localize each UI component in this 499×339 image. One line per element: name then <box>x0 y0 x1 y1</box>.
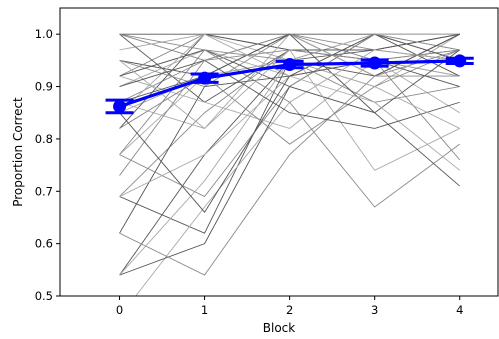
individual-series-line <box>119 59 460 213</box>
individual-series-line <box>119 33 461 187</box>
individual-series-line <box>119 49 461 176</box>
mean-point <box>198 71 212 85</box>
mean-point <box>283 58 297 72</box>
y-axis: 0.5 0.6 0.7 0.8 0.9 1.0 <box>35 27 60 303</box>
individual-series-line <box>119 75 460 276</box>
mean-point <box>113 99 127 113</box>
y-tick-label: 0.5 <box>35 289 53 303</box>
mean-point <box>453 54 467 68</box>
y-axis-label: Proportion Correct <box>11 97 25 207</box>
x-tick-label: 3 <box>371 303 378 317</box>
individual-series-line <box>119 49 460 145</box>
x-tick-label: 1 <box>201 303 208 317</box>
individual-series-line <box>119 49 460 276</box>
x-axis: 0 1 2 3 4 <box>116 296 463 317</box>
x-tick-label: 4 <box>456 303 463 317</box>
mean-point <box>368 56 382 70</box>
mean-series-group <box>105 54 474 115</box>
x-tick-label: 2 <box>286 303 293 317</box>
y-tick-label: 1.0 <box>35 27 53 41</box>
x-axis-label: Block <box>263 321 296 335</box>
y-tick-label: 0.9 <box>35 80 53 94</box>
plot-frame <box>59 7 499 297</box>
individual-series-line <box>119 59 460 129</box>
y-tick-label: 0.6 <box>35 237 53 251</box>
y-tick-label: 0.8 <box>35 132 53 146</box>
x-tick-label: 0 <box>116 303 123 317</box>
y-tick-label: 0.7 <box>35 184 53 198</box>
